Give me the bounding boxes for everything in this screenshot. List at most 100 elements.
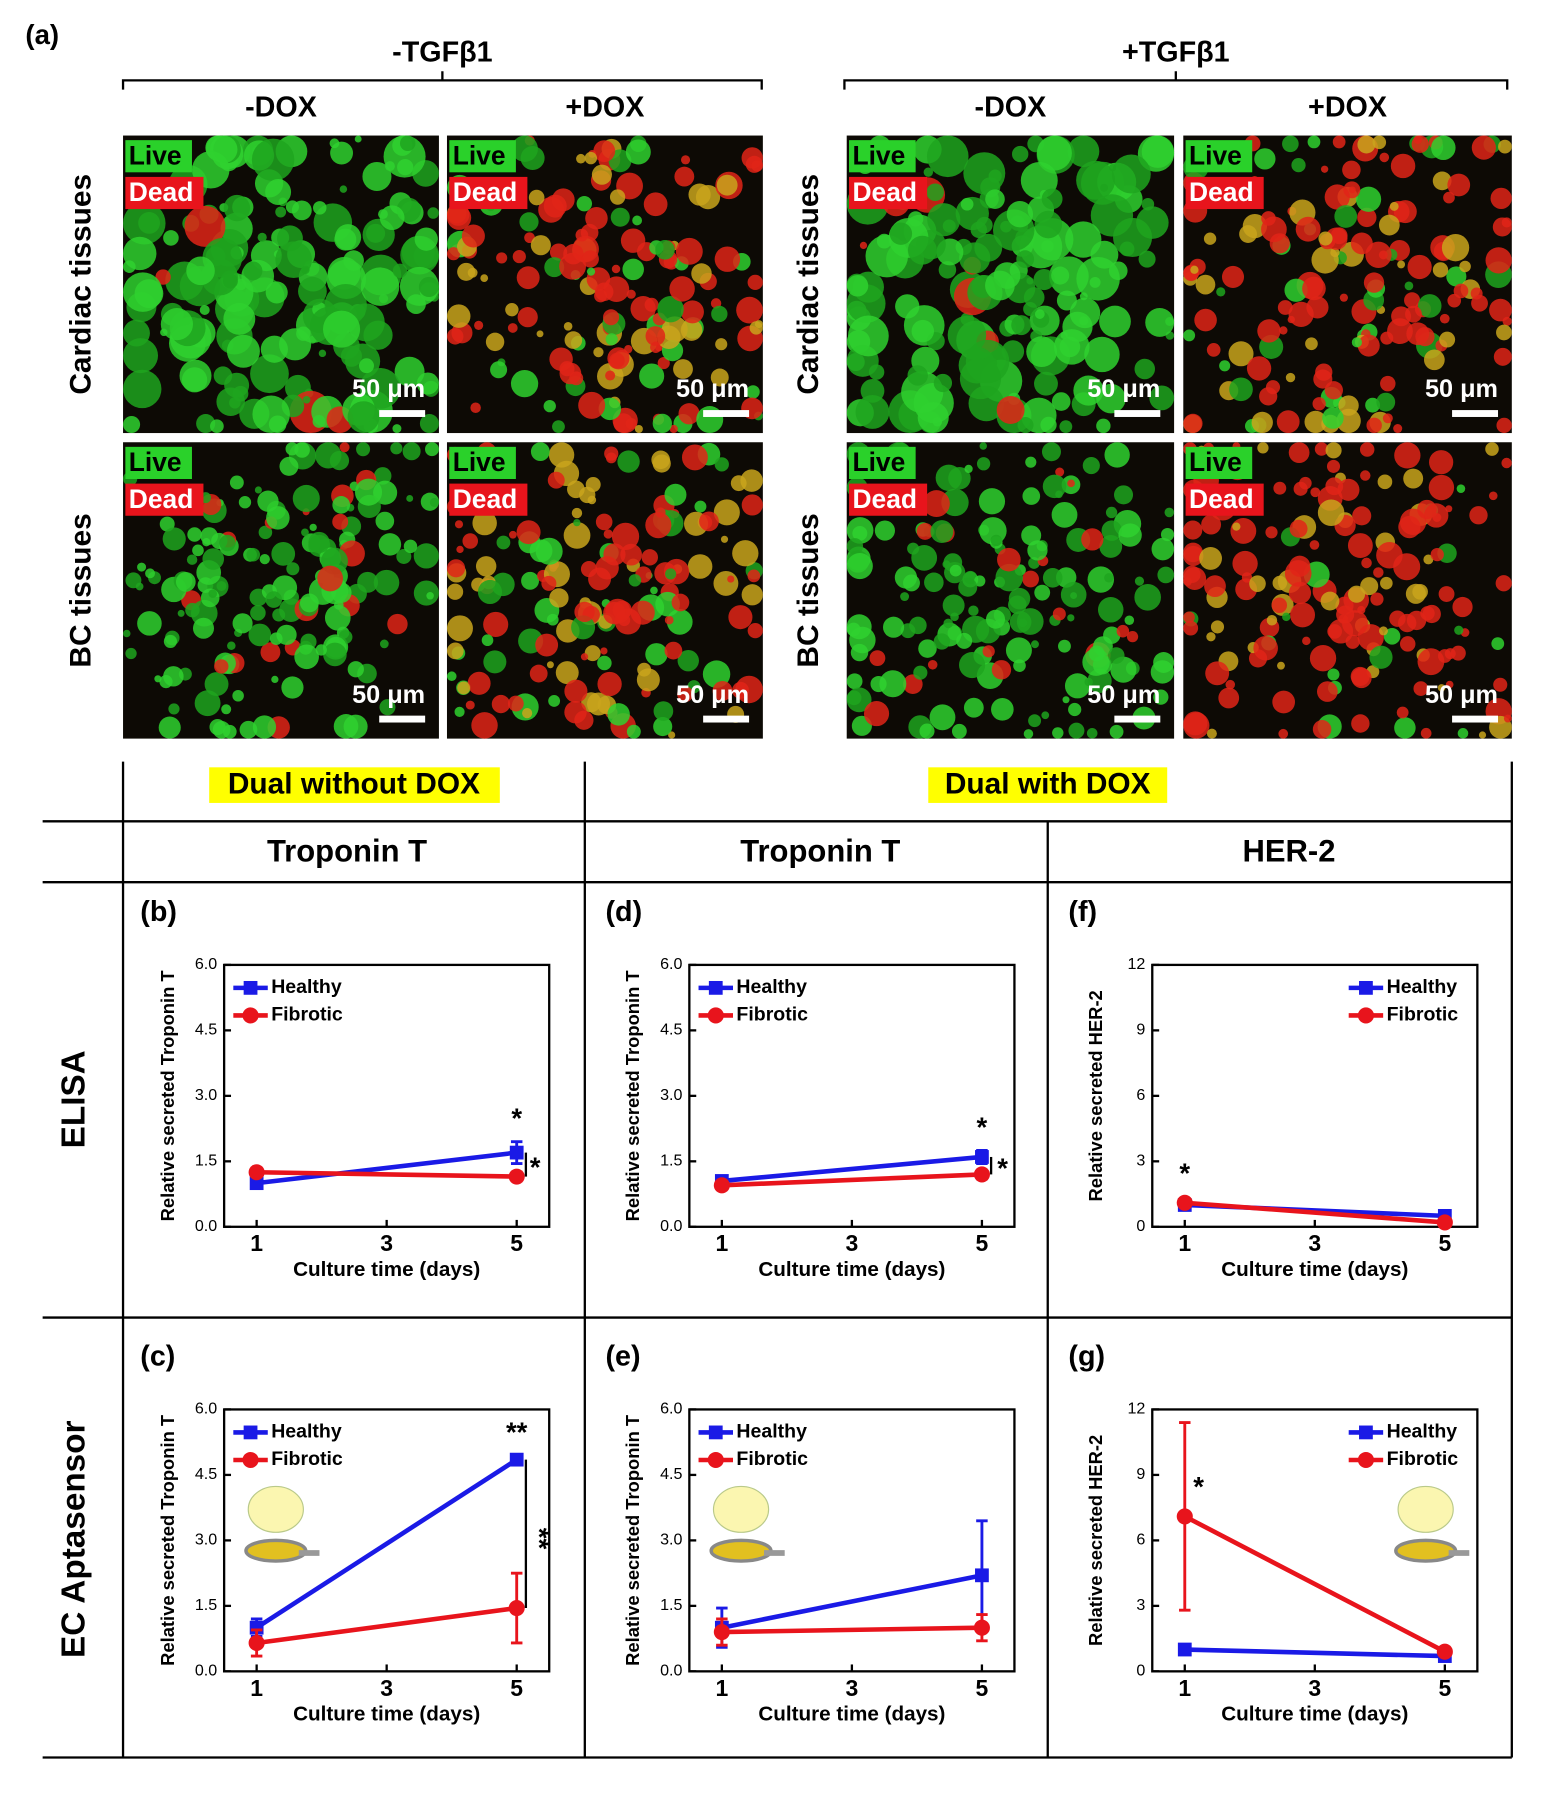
y-tick-label: 0.0 bbox=[195, 1662, 217, 1680]
cell bbox=[1389, 610, 1406, 627]
cell bbox=[1310, 487, 1321, 498]
cell bbox=[996, 396, 1025, 424]
series-line bbox=[1184, 1647, 1445, 1659]
legend-marker bbox=[1357, 1451, 1374, 1469]
dead-label: Dead bbox=[1189, 177, 1254, 207]
cell bbox=[210, 419, 224, 434]
cell bbox=[664, 641, 683, 660]
cell bbox=[968, 605, 979, 616]
cell bbox=[712, 680, 733, 701]
cell bbox=[628, 574, 642, 587]
cell bbox=[1491, 637, 1505, 651]
live-label: Live bbox=[1189, 140, 1242, 170]
cell bbox=[546, 613, 559, 626]
cell bbox=[741, 494, 763, 516]
cell bbox=[1055, 467, 1065, 477]
cell bbox=[281, 676, 304, 699]
cell bbox=[1067, 614, 1075, 622]
cell bbox=[979, 442, 987, 450]
cell bbox=[202, 548, 225, 570]
cell bbox=[959, 651, 986, 679]
row-header: ELISA bbox=[56, 1050, 93, 1148]
cell bbox=[308, 531, 330, 554]
cell bbox=[1493, 347, 1512, 366]
cell bbox=[716, 174, 738, 196]
cell bbox=[354, 478, 383, 506]
cell bbox=[1101, 520, 1122, 541]
cell bbox=[496, 535, 511, 550]
cell bbox=[1242, 213, 1268, 239]
cell bbox=[714, 246, 741, 272]
cell bbox=[985, 189, 1005, 209]
cell bbox=[1503, 714, 1512, 723]
cell bbox=[581, 692, 602, 713]
legend-marker bbox=[1357, 1007, 1374, 1024]
cell bbox=[645, 512, 672, 539]
cell bbox=[1028, 714, 1042, 728]
cell bbox=[943, 618, 953, 629]
cell bbox=[1430, 547, 1444, 562]
cell bbox=[187, 527, 202, 542]
cell bbox=[123, 236, 157, 271]
cell bbox=[985, 270, 1015, 301]
row-header: EC Aptasensor bbox=[56, 1420, 93, 1657]
cell bbox=[1312, 397, 1326, 411]
cell bbox=[219, 534, 236, 552]
cell bbox=[665, 568, 677, 580]
live-label: Live bbox=[129, 447, 182, 477]
cell bbox=[956, 632, 973, 649]
live-label: Live bbox=[129, 140, 182, 170]
live-box bbox=[125, 140, 192, 173]
x-axis-label: Culture time (days) bbox=[758, 1702, 945, 1725]
cell bbox=[924, 572, 944, 593]
column-title: -DOX bbox=[975, 92, 1047, 124]
cell bbox=[668, 731, 676, 739]
cell bbox=[1469, 506, 1488, 525]
cell bbox=[1201, 514, 1222, 535]
cell bbox=[1288, 442, 1310, 463]
cell bbox=[1052, 607, 1066, 621]
cell bbox=[530, 235, 551, 256]
marker bbox=[508, 1600, 525, 1617]
cell bbox=[419, 414, 439, 434]
series-line bbox=[1184, 1200, 1446, 1225]
cell bbox=[285, 442, 299, 456]
cell bbox=[1501, 457, 1512, 469]
cell bbox=[666, 608, 693, 635]
cell bbox=[1232, 550, 1258, 577]
cell bbox=[870, 675, 887, 693]
scale-bar-label: 50 μm bbox=[676, 375, 749, 403]
cell bbox=[258, 525, 273, 540]
cell bbox=[1134, 358, 1156, 380]
cell bbox=[715, 338, 728, 351]
cell bbox=[227, 641, 236, 650]
cell bbox=[595, 513, 613, 531]
cell bbox=[1183, 711, 1208, 736]
cell bbox=[194, 690, 221, 717]
cell bbox=[1420, 606, 1435, 621]
cell bbox=[461, 224, 485, 248]
cell bbox=[1311, 246, 1339, 274]
cell bbox=[926, 135, 969, 178]
cell bbox=[1350, 666, 1370, 686]
cell bbox=[446, 559, 466, 578]
x-tick-label: 1 bbox=[250, 1675, 263, 1701]
cell bbox=[168, 703, 180, 715]
cell bbox=[1338, 395, 1359, 416]
cell bbox=[1068, 722, 1085, 739]
cell bbox=[315, 442, 342, 469]
cell bbox=[1391, 306, 1412, 327]
cell bbox=[641, 549, 658, 566]
legend-label: Fibrotic bbox=[1387, 1004, 1459, 1026]
cell bbox=[927, 203, 961, 237]
cell bbox=[1008, 595, 1027, 615]
cell bbox=[145, 568, 156, 579]
cell bbox=[123, 415, 141, 434]
dead-label: Dead bbox=[852, 177, 917, 207]
cell bbox=[740, 469, 763, 492]
cell bbox=[406, 495, 414, 502]
cell bbox=[413, 580, 439, 606]
cell bbox=[387, 613, 408, 635]
row-title: BC tissues bbox=[65, 513, 98, 667]
cell bbox=[879, 670, 907, 698]
